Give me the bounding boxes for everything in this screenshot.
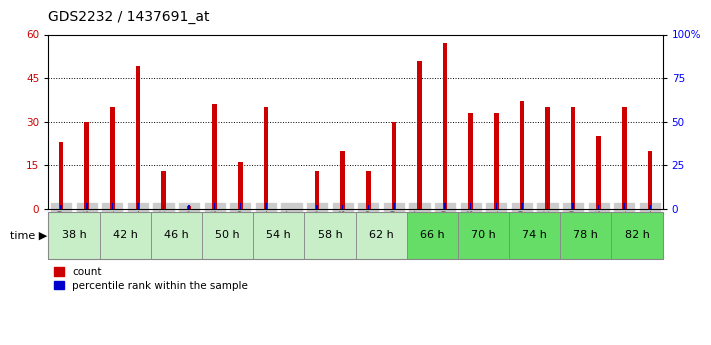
Bar <box>240 204 241 209</box>
Bar <box>48 212 100 259</box>
Bar <box>161 171 166 209</box>
Bar <box>202 212 253 259</box>
Bar <box>545 107 550 209</box>
Bar <box>214 204 215 209</box>
Bar <box>547 204 548 209</box>
Bar <box>265 204 267 209</box>
Text: 82 h: 82 h <box>625 230 649 240</box>
Bar <box>419 204 420 209</box>
Bar <box>253 212 304 259</box>
Text: 58 h: 58 h <box>318 230 342 240</box>
Bar <box>496 204 497 209</box>
Bar <box>110 107 114 209</box>
Bar <box>264 107 268 209</box>
Bar <box>85 122 89 209</box>
Text: 42 h: 42 h <box>113 230 137 240</box>
Bar <box>304 212 356 259</box>
Bar <box>341 151 345 209</box>
Bar <box>392 122 396 209</box>
Bar <box>444 204 446 209</box>
Bar <box>469 113 473 209</box>
Bar <box>571 107 575 209</box>
Bar <box>59 142 63 209</box>
Bar <box>521 204 523 209</box>
Text: 70 h: 70 h <box>471 230 496 240</box>
Text: 66 h: 66 h <box>420 230 444 240</box>
Bar <box>443 43 447 209</box>
Bar <box>494 113 498 209</box>
Text: 50 h: 50 h <box>215 230 240 240</box>
Text: time ▶: time ▶ <box>10 230 47 240</box>
Bar <box>342 205 343 209</box>
Text: 74 h: 74 h <box>523 230 547 240</box>
Text: 62 h: 62 h <box>369 230 393 240</box>
Bar <box>60 205 62 209</box>
Bar <box>622 107 626 209</box>
Bar <box>238 162 242 209</box>
Bar <box>407 212 458 259</box>
Text: 46 h: 46 h <box>164 230 188 240</box>
Bar <box>597 136 601 209</box>
Bar <box>598 205 599 209</box>
Bar <box>520 101 524 209</box>
Bar <box>316 205 318 209</box>
Text: GDS2232 / 1437691_at: GDS2232 / 1437691_at <box>48 10 210 24</box>
Bar <box>458 212 509 259</box>
Bar <box>470 204 471 209</box>
Text: 38 h: 38 h <box>62 230 86 240</box>
Bar <box>649 205 651 209</box>
Bar <box>560 212 611 259</box>
Bar <box>100 212 151 259</box>
Legend: count, percentile rank within the sample: count, percentile rank within the sample <box>53 267 248 290</box>
Bar <box>368 205 369 209</box>
Text: 78 h: 78 h <box>574 230 598 240</box>
Bar <box>213 104 217 209</box>
Bar <box>648 151 652 209</box>
Bar <box>86 204 87 209</box>
Bar <box>187 206 191 209</box>
Bar <box>393 204 395 209</box>
Bar <box>572 204 574 209</box>
Bar <box>151 212 202 259</box>
Bar <box>611 212 663 259</box>
Bar <box>356 212 407 259</box>
Bar <box>136 67 140 209</box>
Bar <box>366 171 370 209</box>
Bar <box>137 204 139 209</box>
Bar <box>188 205 190 209</box>
Text: 54 h: 54 h <box>267 230 291 240</box>
Bar <box>624 204 625 209</box>
Bar <box>112 204 113 209</box>
Bar <box>417 61 422 209</box>
Bar <box>509 212 560 259</box>
Bar <box>163 205 164 209</box>
Bar <box>315 171 319 209</box>
